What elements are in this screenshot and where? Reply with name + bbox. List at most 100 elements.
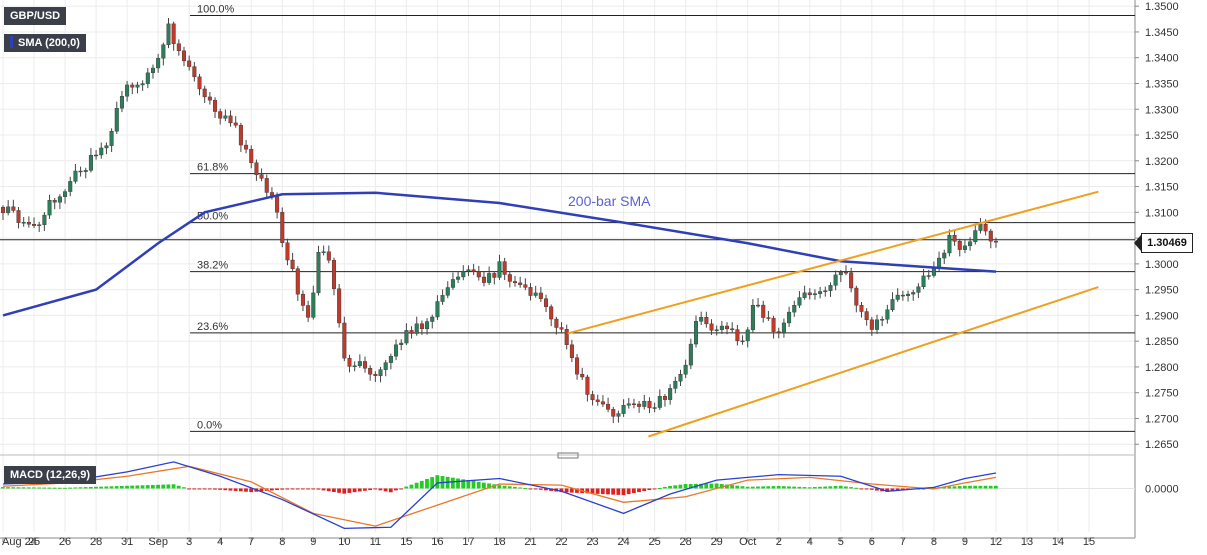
candle-bull (99, 147, 104, 156)
macd-histogram-bar-positive (109, 486, 114, 489)
x-axis-tick-label: 8 (931, 536, 937, 548)
candle-bear (197, 76, 202, 90)
candle-bull (942, 252, 947, 259)
candle-bull (109, 130, 114, 146)
macd-histogram-bar-negative (394, 488, 398, 491)
macd-histogram-bar-negative (363, 488, 367, 491)
fib-level-label: 100.0% (197, 3, 235, 15)
candle-bull (626, 403, 631, 406)
macd-histogram-bar-positive (47, 487, 52, 489)
macd-histogram-bar-negative (202, 488, 207, 490)
candle-bull (456, 276, 461, 280)
candle-bull (968, 241, 973, 247)
candle-bull (487, 273, 492, 283)
macd-histogram-bar-negative (533, 488, 538, 490)
macd-histogram-bar-positive (818, 486, 822, 489)
x-axis-tick-label: 15 (1083, 536, 1095, 548)
y-axis-tick-label: 1.2850 (1145, 336, 1179, 348)
candle-bull (461, 270, 466, 278)
macd-histogram-bar-negative (595, 488, 600, 494)
candle-bear (843, 271, 848, 274)
macd-histogram-bar-positive (182, 487, 186, 489)
macd-histogram-bar-negative (875, 488, 879, 491)
macd-histogram-bar-positive (130, 485, 135, 489)
candle-bear (952, 235, 957, 242)
candle-bear (368, 368, 373, 375)
x-axis-tick-label: 12 (990, 536, 1002, 548)
fib-level-label: 38.2% (197, 260, 228, 272)
macd-histogram-bar-negative (528, 488, 533, 490)
x-axis-tick-label: 25 (649, 536, 661, 548)
y-axis-tick-label: 1.3300 (1145, 104, 1179, 116)
macd-histogram-bar-positive (150, 484, 155, 489)
x-axis-tick-label: 18 (493, 536, 505, 548)
macd-histogram-bar-positive (771, 486, 776, 489)
candle-bear (766, 317, 771, 319)
x-axis-tick-label: 15 (400, 536, 412, 548)
sma-indicator-badge[interactable]: SMA (200,0) (4, 34, 86, 52)
macd-histogram-bar-positive (507, 486, 512, 489)
x-axis-tick-label: 2 (776, 536, 782, 548)
candle-bear (213, 99, 218, 112)
macd-histogram-bar-positive (481, 482, 486, 489)
candle-bull (818, 291, 823, 294)
macd-histogram-bar-positive (425, 478, 429, 489)
macd-histogram-bar-negative (399, 488, 404, 490)
x-axis-tick-label: Sep (148, 536, 168, 548)
candle-bull (719, 325, 724, 330)
x-axis-tick-label: 6 (869, 536, 875, 548)
y-axis-tick-label: 1.3250 (1145, 130, 1179, 142)
candle-bear (606, 403, 611, 410)
macd-histogram-bar-positive (807, 487, 812, 489)
x-axis-tick-label: 21 (524, 536, 536, 548)
macd-histogram-bar-negative (544, 488, 548, 491)
macd-histogram-bar-positive (942, 486, 947, 489)
candle-bull (947, 235, 952, 254)
candle-bull (466, 269, 471, 272)
macd-histogram-bar-negative (269, 488, 274, 491)
macd-histogram-bar-positive (37, 487, 42, 489)
symbol-badge[interactable]: GBP/USD (4, 7, 67, 25)
macd-histogram-bar-positive (430, 477, 435, 489)
macd-indicator-badge[interactable]: MACD (12,26,9) (4, 466, 97, 484)
x-axis-tick-label: 4 (807, 536, 813, 548)
x-axis-tick-label: Aug 24 (2, 536, 37, 548)
candle-bear (202, 88, 207, 98)
y-axis-tick-label: 1.2650 (1145, 439, 1179, 451)
candle-bull (921, 275, 926, 288)
macd-histogram-bar-negative (383, 488, 388, 492)
candle-bear (528, 287, 533, 296)
candle-bear (11, 206, 16, 211)
macd-histogram-bar-positive (725, 484, 729, 489)
candle-bull (47, 199, 52, 216)
candle-bear (1, 206, 5, 214)
candle-bull (823, 290, 828, 292)
macd-histogram-bar-positive (699, 483, 703, 489)
macd-histogram-bar-positive (119, 485, 124, 489)
candle-bull (125, 84, 130, 97)
macd-histogram-bar-negative (213, 488, 217, 490)
macd-histogram-bar-positive (740, 486, 745, 489)
candle-bear (740, 340, 745, 343)
candle-bull (399, 342, 404, 345)
candle-bear (233, 122, 238, 126)
macd-histogram-bar-negative (585, 488, 590, 494)
candle-bear (771, 317, 776, 332)
candle-bear (326, 251, 331, 261)
macd-histogram-bar-positive (761, 486, 766, 489)
macd-histogram-bar-negative (637, 488, 641, 493)
candle-bear (575, 357, 580, 375)
candle-bear (761, 304, 766, 318)
candle-bull (404, 330, 409, 344)
candle-bull (223, 115, 228, 119)
candle-bull (352, 365, 357, 368)
candle-bear (254, 162, 259, 175)
candle-bull (156, 58, 161, 69)
candle-bear (590, 394, 595, 401)
macd-histogram-bar-positive (678, 484, 683, 489)
macd-histogram-bar-positive (843, 486, 848, 489)
macd-histogram-bar-positive (988, 485, 993, 489)
candle-bear (554, 318, 559, 328)
x-axis-tick-label: 8 (279, 536, 285, 548)
candle-bear (507, 274, 512, 282)
